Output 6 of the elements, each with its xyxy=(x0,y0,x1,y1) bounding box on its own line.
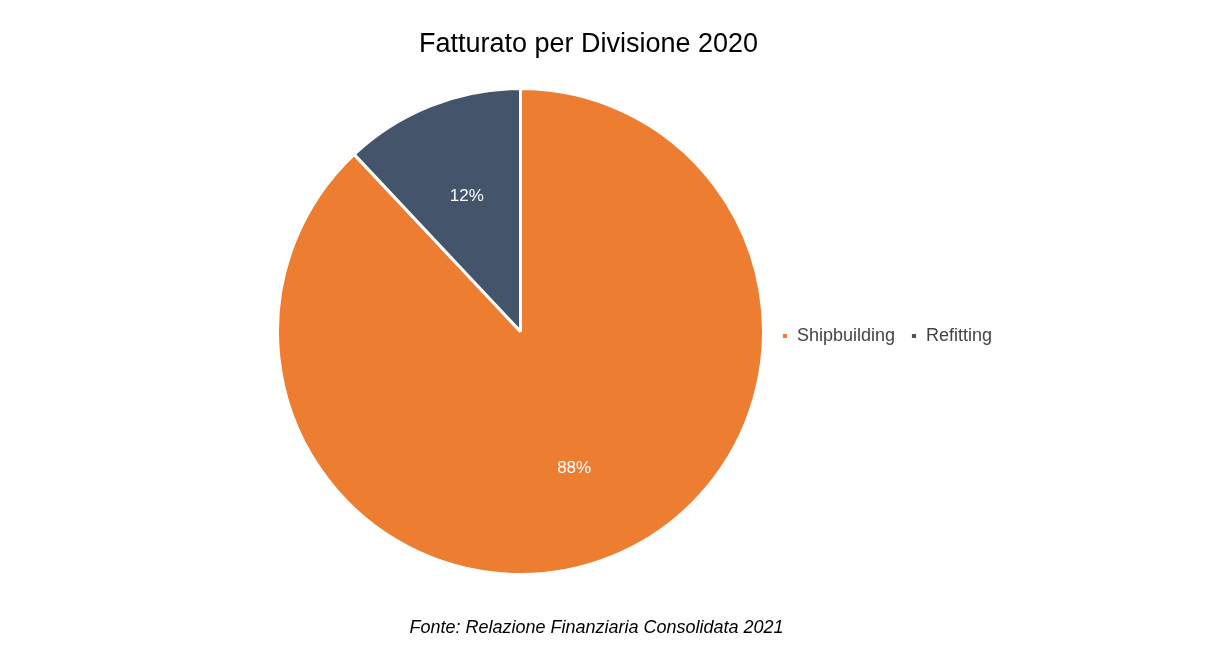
source-note: Fonte: Relazione Finanziaria Consolidata 2021 xyxy=(409,616,784,637)
legend-label: Shipbuilding xyxy=(797,325,896,346)
data-label: 88% xyxy=(557,457,592,477)
chart-title: Fatturato per Divisione 2020 xyxy=(418,27,759,58)
legend-label: Refitting xyxy=(926,325,993,346)
data-label: 12% xyxy=(449,186,484,206)
